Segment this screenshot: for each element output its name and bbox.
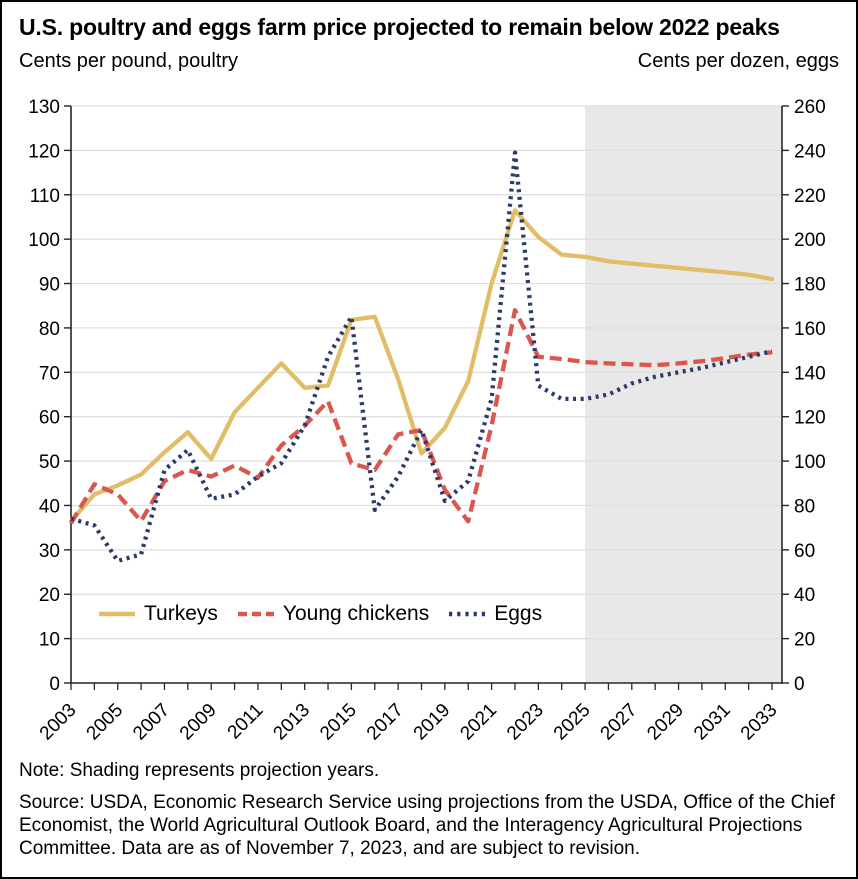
x-axis-tick-label: 2009 (176, 700, 221, 745)
left-axis-tick-label: 90 (39, 275, 60, 296)
plot-area: 0 10 20 30 40 50 60 70 80 90 100 110 120 130 0 20 40 60 80… (28, 97, 826, 745)
x-axis-tick-label: 2027 (597, 700, 642, 745)
x-axis-tick-label: 2021 (456, 700, 501, 745)
right-axis-tick-label: 0 (794, 674, 805, 695)
right-axis-tick-label: 40 (794, 585, 815, 606)
series-line-eggs (70, 150, 773, 564)
legend-swatch-eggs-line (449, 611, 486, 617)
legend-item-eggs: Eggs (448, 602, 542, 626)
right-axis-tick-label: 200 (794, 230, 826, 251)
right-axis-tick-label: 20 (794, 630, 815, 651)
legend-label-turkeys: Turkeys (144, 602, 218, 625)
x-axis-tick-label: 2003 (36, 700, 81, 745)
left-axis-tick-label: 70 (39, 363, 60, 384)
source-text: Source: USDA, Economic Research Service … (19, 792, 835, 859)
note-text: Note: Shading represents projection year… (19, 760, 380, 781)
x-axis-tick-label: 2017 (363, 700, 408, 745)
series-line-turkeys (68, 208, 775, 524)
left-axis-tick-label: 30 (39, 541, 60, 562)
legend-item-turkeys: Turkeys (98, 602, 218, 626)
right-axis-tick-label: 140 (794, 363, 826, 384)
left-axis-tick-label: 10 (39, 630, 60, 651)
legend-swatch-turkeys-line (99, 611, 135, 617)
x-axis-tick-label: 2019 (410, 700, 455, 745)
legend-label-young-chickens: Young chickens (282, 602, 430, 625)
x-axis-tick-label: 2029 (643, 700, 688, 745)
x-axis-tick-label: 2015 (316, 700, 361, 745)
right-axis-tick-label: 220 (794, 186, 826, 207)
left-axis-tick-label: 40 (39, 496, 60, 517)
x-axis-tick-label: 2023 (503, 700, 548, 745)
right-axis-tick-label: 240 (794, 141, 826, 162)
right-axis-title: Cents per dozen, eggs (637, 50, 839, 72)
left-axis-tick-label: 60 (39, 408, 60, 429)
right-axis-tick-label: 80 (794, 496, 815, 517)
right-axis-tick-label: 120 (794, 408, 826, 429)
legend-label-eggs: Eggs (494, 602, 543, 625)
right-axis-tick-label: 180 (794, 275, 826, 296)
projection-shading (585, 106, 782, 683)
right-axis-tick-label: 60 (794, 541, 815, 562)
left-axis-tick-label: 100 (28, 230, 60, 251)
legend-swatch-young-chickens-line (237, 611, 274, 617)
left-axis-title: Cents per pound, poultry (19, 50, 239, 72)
chart-title: U.S. poultry and eggs farm price project… (19, 14, 780, 40)
x-axis-tick-label: 2013 (269, 700, 314, 745)
left-axis-tick-label: 20 (39, 585, 60, 606)
x-axis-tick-label: 2033 (737, 700, 782, 745)
right-axis-tick-label: 260 (794, 97, 826, 118)
right-axis-tick-label: 100 (794, 452, 826, 473)
left-axis-tick-label: 120 (28, 141, 60, 162)
left-axis-tick-label: 0 (49, 674, 60, 695)
x-axis-tick-label: 2011 (224, 700, 268, 744)
x-axis-tick-label: 2005 (83, 700, 128, 745)
x-axis-tick-label: 2007 (129, 700, 174, 745)
left-axis-tick-label: 110 (30, 186, 60, 207)
left-axis-tick-label: 50 (39, 452, 60, 473)
legend: Turkeys Young chickens Eggs (98, 602, 542, 626)
x-axis-tick-label: 2025 (550, 700, 595, 745)
x-axis-tick-label: 2031 (690, 700, 735, 745)
legend-item-young-chickens: Young chickens (237, 602, 429, 626)
left-axis-tick-label: 130 (28, 97, 60, 118)
left-axis-tick-label: 80 (39, 319, 60, 340)
right-axis-tick-label: 160 (794, 319, 826, 340)
